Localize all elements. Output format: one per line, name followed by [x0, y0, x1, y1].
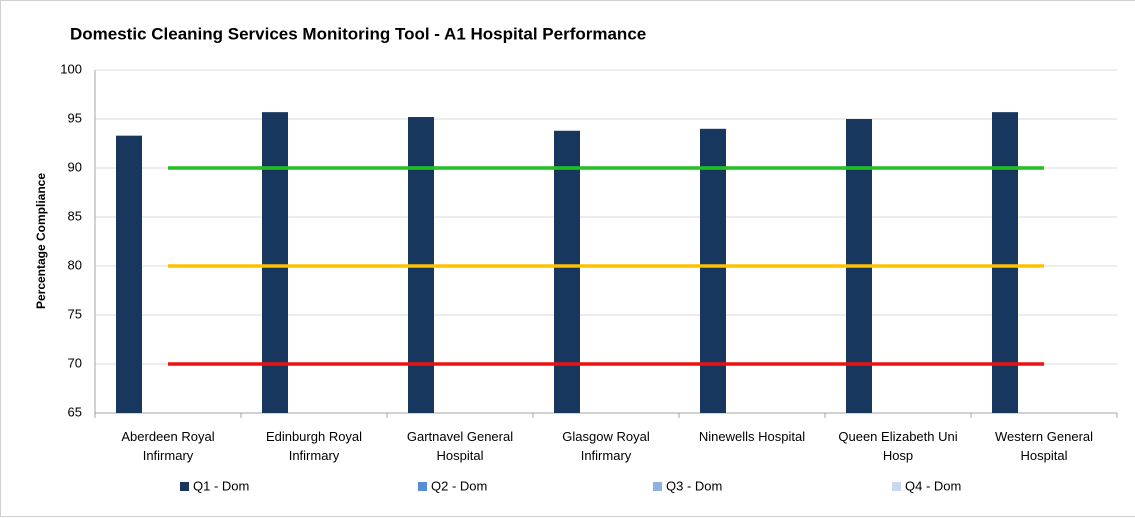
- x-tick-label: Ninewells Hospital: [698, 429, 806, 444]
- y-axis-label: Percentage Compliance: [34, 173, 48, 309]
- bar: [116, 135, 142, 413]
- x-tick-label: Gartnavel General Hospital: [406, 429, 514, 463]
- y-tick-label: 90: [68, 159, 82, 174]
- y-tick-label: 65: [68, 404, 82, 419]
- bar: [700, 128, 726, 414]
- y-tick-label: 80: [68, 257, 82, 272]
- y-tick-label: 75: [68, 306, 82, 321]
- y-tick-label: 70: [68, 355, 82, 370]
- legend-label: Q2 - Dom: [431, 478, 487, 493]
- x-tick-label: Aberdeen Royal Infirmary: [121, 429, 215, 463]
- legend-label: Q4 - Dom: [905, 478, 961, 493]
- legend-swatch: [180, 482, 189, 491]
- x-tick-label: Queen Elizabeth Uni Hosp: [838, 429, 958, 463]
- chart-title: Domestic Cleaning Services Monitoring To…: [70, 24, 646, 43]
- y-tick-label: 95: [68, 110, 82, 125]
- legend-swatch: [418, 482, 427, 491]
- y-tick-label: 100: [60, 61, 82, 76]
- legend-label: Q1 - Dom: [193, 478, 249, 493]
- bar: [262, 112, 288, 413]
- bar: [554, 130, 580, 413]
- bar: [992, 112, 1018, 413]
- legend-swatch: [892, 482, 901, 491]
- y-tick-label: 85: [68, 208, 82, 223]
- x-tick-label: Western General Hospital: [994, 429, 1094, 463]
- x-tick-label: Edinburgh Royal Infirmary: [265, 429, 363, 463]
- legend-label: Q3 - Dom: [666, 478, 722, 493]
- x-tick-label: Glasgow Royal Infirmary: [562, 429, 650, 463]
- legend-swatch: [653, 482, 662, 491]
